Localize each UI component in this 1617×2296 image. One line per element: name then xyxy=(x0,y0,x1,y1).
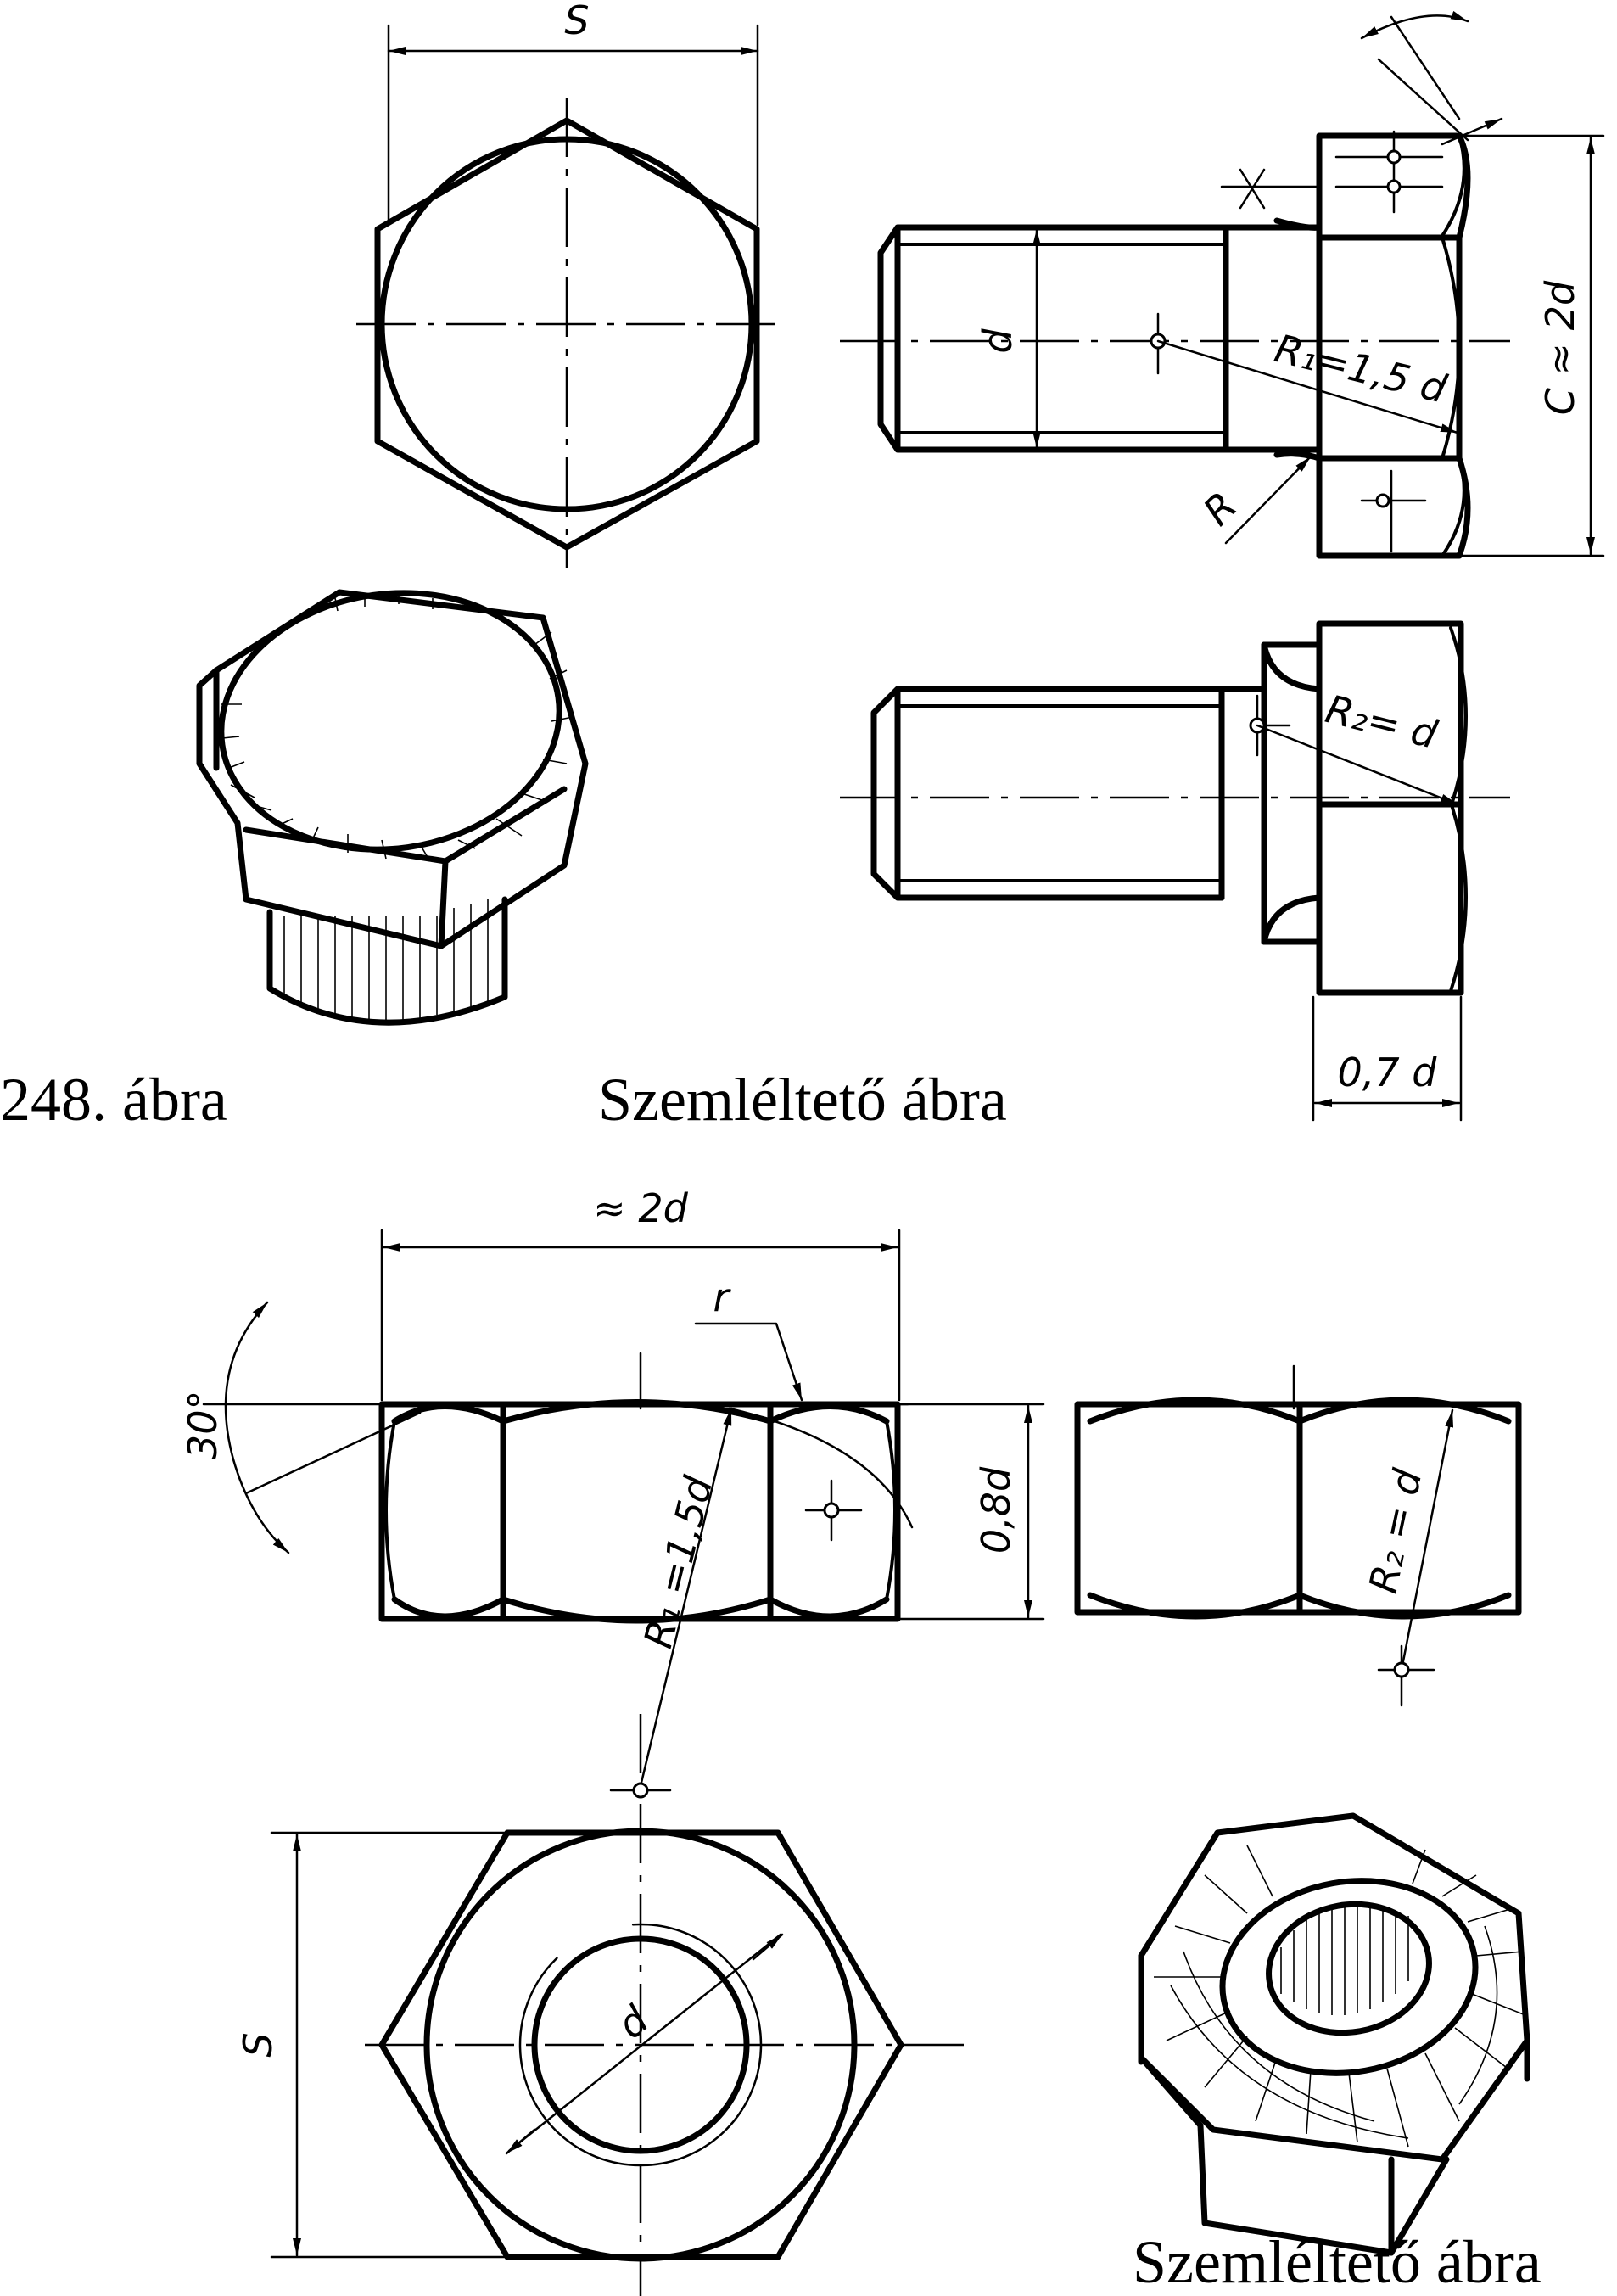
figure-number-caption: 248. ábra xyxy=(0,1066,227,1134)
bolt-dim-c: C ≈ 2d xyxy=(1537,280,1583,415)
nut-dim-width: ≈ 2d xyxy=(593,1185,688,1231)
bolt-dim-r: R xyxy=(1195,483,1246,535)
nut-dim-angle: 30° xyxy=(180,1390,226,1459)
nut-dim-r1: R₁ =1,5d xyxy=(635,1471,721,1653)
bolt-dim-s: S xyxy=(564,0,589,43)
bolt-side-view-2: R₂= d 0,7 d xyxy=(840,620,1510,1122)
nut-dim-height: 0,8d xyxy=(973,1466,1019,1554)
bolt-dim-r2: R₂= d xyxy=(1321,686,1442,758)
bolt-dim-head-height: 0,7 d xyxy=(1338,1050,1438,1095)
bolt-dim-d: d xyxy=(975,328,1021,354)
bolt-dim-r1: R₁=1,5 d xyxy=(1270,325,1452,412)
bolt-pictorial xyxy=(196,589,589,1026)
pictorial-caption-2: Szemléltető ábra xyxy=(1133,2228,1541,2296)
nut-side-view: ≈ 2d r 30° R₁ =1,5d 0,8d xyxy=(180,1185,1045,1788)
nut-side-view-2: R₂ = d xyxy=(1074,1364,1522,1707)
nut-top-view: d S xyxy=(235,1714,976,2296)
nut-pictorial xyxy=(1138,1812,1530,2256)
bolt-side-view: d R₁=1,5 d C ≈ 2d R xyxy=(840,10,1605,559)
nut-dim-s: S xyxy=(235,2032,281,2057)
pictorial-caption-1: Szemléltető ábra xyxy=(598,1066,1007,1134)
bolt-head-top-view: S xyxy=(356,0,785,568)
nut-dim-d: d xyxy=(608,1996,657,2048)
nut-dim-r-small: r xyxy=(713,1274,732,1320)
